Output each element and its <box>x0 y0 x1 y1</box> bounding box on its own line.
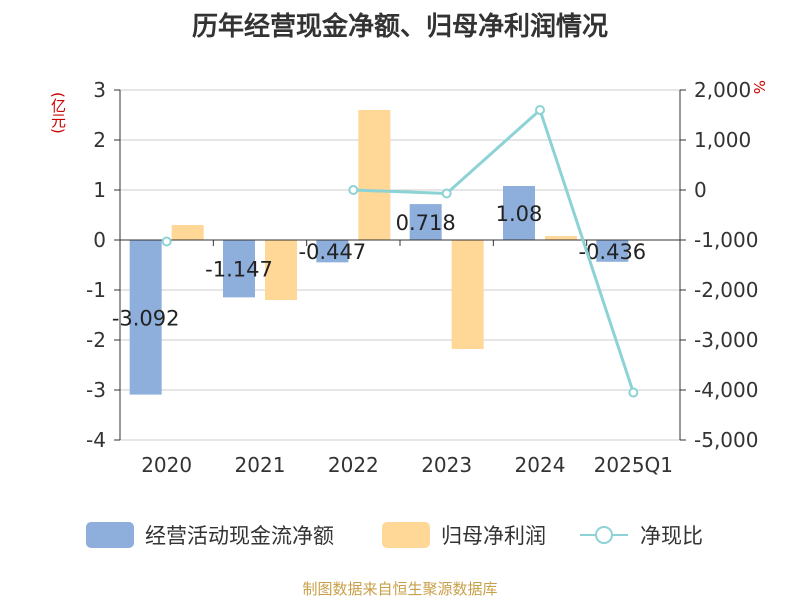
bar-cash-flow-data-label: 1.08 <box>496 202 543 226</box>
left-axis-tick-label: -2 <box>86 328 106 352</box>
x-axis-tick-label: 2024 <box>515 453 566 477</box>
x-axis-tick-label: 2021 <box>235 453 286 477</box>
legend-swatch-net-profit <box>382 522 430 548</box>
right-axis-unit: % <box>750 80 768 95</box>
x-axis-tick-label: 2022 <box>328 453 379 477</box>
left-axis-tick-label: -4 <box>86 428 106 452</box>
left-axis-tick-label: 1 <box>93 178 106 202</box>
ratio-point <box>441 188 452 199</box>
right-axis-tick-label: 2,000 <box>694 78 751 102</box>
right-axis-tick-label: 1,000 <box>694 128 751 152</box>
bar-net-profit <box>265 240 297 300</box>
legend-label-net-profit: 归母净利润 <box>441 524 546 548</box>
left-axis-tick-label: -3 <box>86 378 106 402</box>
left-axis-tick-label: 2 <box>93 128 106 152</box>
left-axis-tick-label: 3 <box>93 78 106 102</box>
bar-cash-flow <box>316 240 349 263</box>
bar-net-profit <box>358 110 391 240</box>
bar-cash-flow-data-label: -1.147 <box>205 258 273 282</box>
bar-cash-flow <box>596 240 629 262</box>
ratio-point <box>161 236 172 247</box>
x-axis-tick-label: 2020 <box>141 453 192 477</box>
right-axis-tick-label: 0 <box>694 178 707 202</box>
right-axis-tick-label: -1,000 <box>694 228 758 252</box>
bar-cash-flow <box>409 204 442 240</box>
x-axis-tick-label: 2023 <box>421 453 472 477</box>
right-axis-tick-label: -2,000 <box>694 278 758 302</box>
bar-cash-flow <box>503 186 535 240</box>
legend-label-ratio: 净现比 <box>640 524 703 548</box>
legend-marker-ratio <box>595 526 613 544</box>
bar-cash-flow-data-label: 0.718 <box>396 211 456 235</box>
ratio-point <box>348 185 359 195</box>
chart-title: 历年经营现金净额、归母净利润情况 <box>191 12 608 42</box>
left-axis-tick-label: 0 <box>93 228 106 252</box>
right-axis-tick-label: -4,000 <box>694 378 758 402</box>
ratio-point <box>628 387 639 398</box>
bar-net-profit <box>451 240 484 349</box>
left-axis-unit: (亿元) <box>49 92 67 134</box>
x-axis-tick-label: 2025Q1 <box>594 453 673 477</box>
right-axis-tick-label: -5,000 <box>694 428 758 452</box>
data-source-note: 制图数据来自恒生聚源数据库 <box>302 580 498 598</box>
ratio-point <box>535 105 545 115</box>
bar-cash-flow-data-label: -0.447 <box>298 240 366 264</box>
bar-net-profit <box>545 236 577 240</box>
legend-swatch-cash-flow <box>86 522 134 548</box>
bar-cash-flow <box>223 240 255 298</box>
legend-label-cash-flow: 经营活动现金流净额 <box>145 524 334 548</box>
bar-net-profit <box>171 225 204 240</box>
bar-cash-flow <box>129 240 162 395</box>
left-axis-tick-label: -1 <box>86 278 106 302</box>
right-axis-tick-label: -3,000 <box>694 328 758 352</box>
bar-cash-flow-data-label: -3.092 <box>112 306 180 330</box>
ratio-line <box>353 107 635 393</box>
